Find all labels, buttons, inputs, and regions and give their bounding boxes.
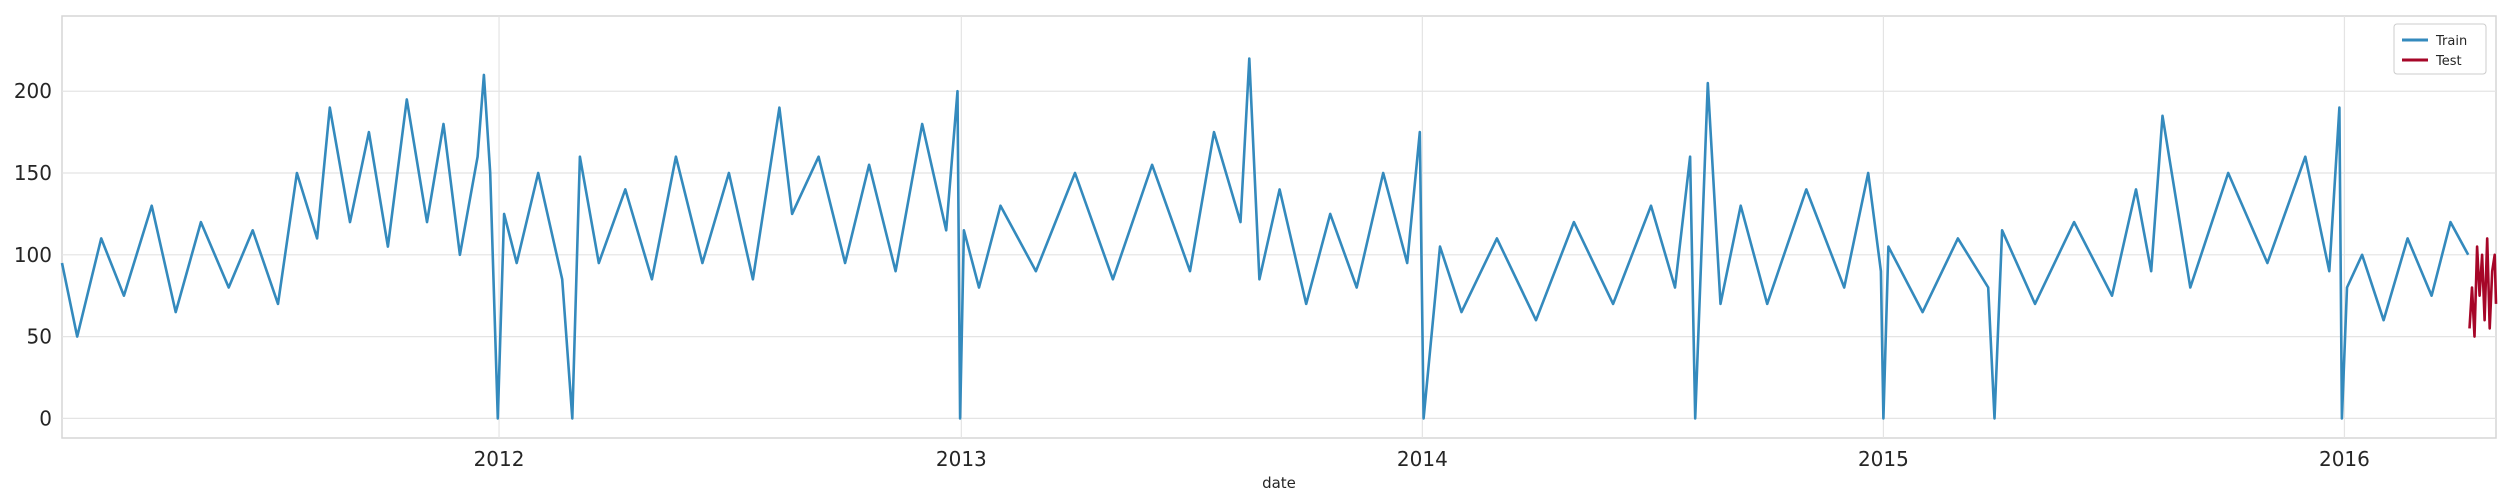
x-tick-label: 2013 bbox=[936, 447, 987, 471]
plot-frame bbox=[61, 15, 2497, 439]
x-axis: 2012 2013 2014 2015 2016 bbox=[474, 447, 2370, 471]
x-tick-label: 2012 bbox=[474, 447, 525, 471]
x-tick-label: 2015 bbox=[1858, 447, 1909, 471]
series-line-test bbox=[2468, 237, 2498, 338]
y-axis: 0 50 100 150 200 bbox=[14, 79, 52, 430]
y-tick-label: 100 bbox=[14, 243, 52, 267]
x-axis-title: date bbox=[1262, 474, 1296, 492]
legend-label: Train bbox=[2435, 34, 2467, 49]
y-tick-label: 0 bbox=[39, 406, 52, 430]
legend: Train Test bbox=[2393, 23, 2487, 75]
x-tick-label: 2014 bbox=[1397, 447, 1448, 471]
y-tick-label: 50 bbox=[27, 325, 52, 349]
series-lines bbox=[60, 57, 2498, 420]
plot-area bbox=[61, 15, 2497, 439]
y-tick-label: 200 bbox=[14, 79, 52, 103]
series-line-train bbox=[60, 57, 2470, 420]
y-tick-label: 150 bbox=[14, 161, 52, 185]
x-tick-label: 2016 bbox=[2319, 447, 2370, 471]
legend-label: Test bbox=[2435, 54, 2462, 69]
grid-lines bbox=[62, 16, 2496, 438]
